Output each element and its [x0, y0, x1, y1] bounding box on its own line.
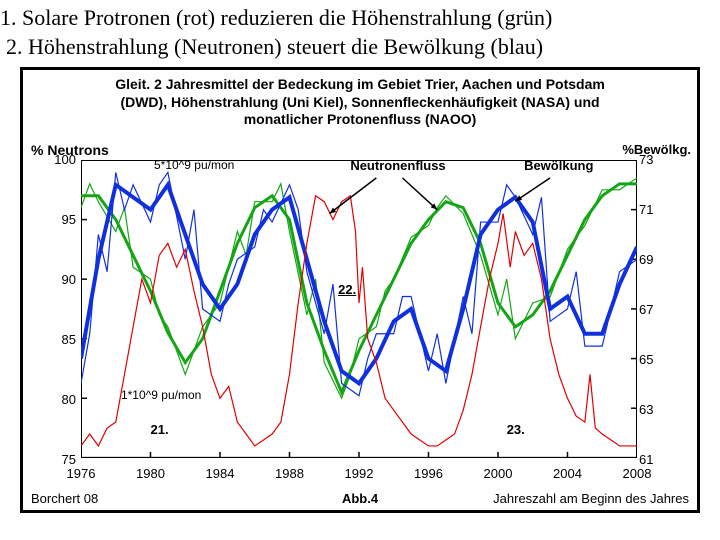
xtick: 1984 — [206, 466, 235, 481]
ytick-right: 67 — [639, 302, 667, 317]
ytick-left: 80 — [48, 392, 76, 407]
plot-area — [81, 160, 637, 460]
caption-line-1: 1. Solare Protronen (rot) reduzieren die… — [0, 4, 716, 33]
ytick-left: 95 — [48, 212, 76, 227]
xtick: 1976 — [67, 466, 96, 481]
xtick: 2000 — [484, 466, 513, 481]
xtick: 1992 — [345, 466, 374, 481]
note-upper: 5*10^9 pu/mon — [154, 158, 234, 172]
footer-center: Abb.4 — [342, 491, 378, 506]
footer-left: Borchert 08 — [31, 491, 98, 506]
ytick-left: 85 — [48, 332, 76, 347]
chart-title-l1: Gleit. 2 Jahresmittel der Bedeckung im G… — [33, 76, 687, 94]
chart-title-l2: (DWD), Höhenstrahlung (Uni Kiel), Sonnen… — [33, 94, 687, 112]
caption-block: 1. Solare Protronen (rot) reduzieren die… — [0, 0, 720, 65]
ytick-left: 90 — [48, 272, 76, 287]
xtick: 1996 — [414, 466, 443, 481]
ytick-left: 75 — [48, 452, 76, 467]
chart-frame: Gleit. 2 Jahresmittel der Bedeckung im G… — [20, 67, 700, 513]
footer-right: Jahreszahl am Beginn des Jahres — [493, 491, 689, 506]
xtick: 1980 — [136, 466, 165, 481]
label-cycle-21: 21. — [151, 422, 169, 437]
ytick-right: 71 — [639, 202, 667, 217]
plot-svg — [81, 160, 637, 458]
label-cycle-22: 22. — [338, 282, 356, 297]
ytick-right: 69 — [639, 252, 667, 267]
label-bewoelkung: Bewölkung — [524, 158, 593, 173]
xtick: 2004 — [553, 466, 582, 481]
xtick: 2008 — [623, 466, 652, 481]
xtick: 1988 — [275, 466, 304, 481]
chart-title: Gleit. 2 Jahresmittel der Bedeckung im G… — [23, 70, 697, 131]
ytick-right: 65 — [639, 352, 667, 367]
ytick-right: 63 — [639, 402, 667, 417]
chart-title-l3: monatlicher Protonenfluss (NAOO) — [33, 111, 687, 129]
note-lower: 1*10^9 pu/mon — [121, 388, 201, 402]
label-neutronenfluss: Neutronenfluss — [350, 158, 445, 173]
caption-line-2: 2. Höhenstrahlung (Neutronen) steuert di… — [0, 33, 716, 62]
ytick-left: 100 — [48, 152, 76, 167]
label-cycle-23: 23. — [507, 422, 525, 437]
ytick-right: 73 — [639, 152, 667, 167]
ytick-right: 61 — [639, 452, 667, 467]
